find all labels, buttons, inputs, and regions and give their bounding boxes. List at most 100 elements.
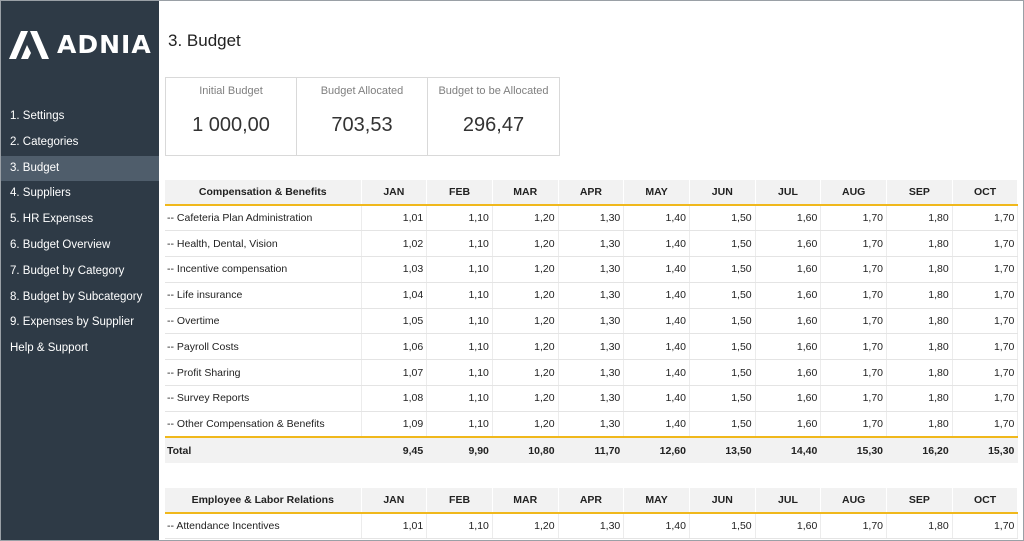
budget-cell[interactable]: 1,70	[820, 359, 887, 387]
budget-cell[interactable]: 1,40	[623, 411, 690, 438]
budget-cell[interactable]: 1,30	[558, 205, 625, 232]
sidebar-item-4[interactable]: 5. HR Expenses	[10, 213, 94, 226]
budget-cell[interactable]: 1,70	[820, 385, 887, 412]
budget-cell[interactable]: 1,20	[492, 256, 559, 283]
budget-cell[interactable]: 1,06	[361, 333, 428, 361]
budget-cell[interactable]: 1,70	[952, 308, 1019, 335]
budget-cell[interactable]: 1,10	[426, 230, 493, 258]
budget-cell[interactable]: 1,30	[558, 513, 625, 540]
budget-cell[interactable]: 1,60	[755, 359, 822, 387]
budget-cell[interactable]: 1,50	[689, 230, 756, 258]
budget-cell[interactable]: 1,03	[361, 256, 428, 283]
sidebar-item-5[interactable]: 6. Budget Overview	[10, 238, 111, 251]
budget-cell[interactable]: 1,40	[623, 359, 690, 387]
budget-cell[interactable]: 1,10	[426, 385, 493, 412]
budget-cell[interactable]: 1,09	[361, 411, 428, 438]
budget-cell[interactable]: 1,40	[623, 256, 690, 283]
budget-cell[interactable]: 1,10	[426, 359, 493, 387]
budget-cell[interactable]: 1,20	[492, 333, 559, 361]
sidebar-item-1[interactable]: 2. Categories	[10, 135, 79, 148]
budget-cell[interactable]: 1,70	[952, 359, 1019, 387]
sidebar-item-2[interactable]: 3. Budget	[1, 155, 159, 182]
budget-cell[interactable]: 1,30	[558, 359, 625, 387]
budget-cell[interactable]: 1,05	[361, 308, 428, 335]
budget-cell[interactable]: 1,70	[952, 256, 1019, 283]
budget-cell[interactable]: 1,70	[820, 230, 887, 258]
budget-cell[interactable]: 1,30	[558, 256, 625, 283]
budget-cell[interactable]: 1,80	[886, 256, 953, 283]
budget-cell[interactable]: 1,60	[755, 256, 822, 283]
budget-cell[interactable]: 1,04	[361, 282, 428, 309]
budget-cell[interactable]: 1,40	[623, 385, 690, 412]
budget-cell[interactable]: 1,60	[755, 385, 822, 412]
budget-cell[interactable]: 1,10	[426, 282, 493, 309]
budget-cell[interactable]: 1,60	[755, 282, 822, 309]
budget-cell[interactable]: 1,40	[623, 205, 690, 232]
budget-cell[interactable]: 1,30	[558, 385, 625, 412]
budget-cell[interactable]: 1,50	[689, 385, 756, 412]
budget-cell[interactable]: 1,70	[952, 333, 1019, 361]
budget-cell[interactable]: 1,30	[558, 282, 625, 309]
budget-cell[interactable]: 1,01	[361, 205, 428, 232]
budget-cell[interactable]: 1,20	[492, 230, 559, 258]
budget-cell[interactable]: 1,80	[886, 513, 953, 540]
sidebar-item-7[interactable]: 8. Budget by Subcategory	[10, 290, 143, 303]
budget-cell[interactable]: 1,20	[492, 359, 559, 387]
budget-cell[interactable]: 1,70	[820, 205, 887, 232]
budget-cell[interactable]: 1,70	[820, 256, 887, 283]
budget-cell[interactable]: 1,20	[492, 308, 559, 335]
sidebar-item-3[interactable]: 4. Suppliers	[10, 187, 71, 200]
budget-cell[interactable]: 1,40	[623, 230, 690, 258]
budget-cell[interactable]: 1,70	[820, 411, 887, 438]
sidebar-item-0[interactable]: 1. Settings	[10, 110, 65, 122]
budget-cell[interactable]: 1,10	[426, 333, 493, 361]
budget-cell[interactable]: 1,30	[558, 333, 625, 361]
budget-cell[interactable]: 1,60	[755, 230, 822, 258]
budget-cell[interactable]: 1,80	[886, 385, 953, 412]
budget-cell[interactable]: 1,20	[492, 205, 559, 232]
budget-cell[interactable]: 1,08	[361, 385, 428, 412]
budget-cell[interactable]: 1,50	[689, 411, 756, 438]
budget-cell[interactable]: 1,70	[952, 411, 1019, 438]
budget-cell[interactable]: 1,70	[952, 385, 1019, 412]
budget-cell[interactable]: 1,60	[755, 411, 822, 438]
budget-cell[interactable]: 1,70	[820, 308, 887, 335]
budget-cell[interactable]: 1,10	[426, 411, 493, 438]
budget-cell[interactable]: 1,50	[689, 359, 756, 387]
budget-cell[interactable]: 1,01	[361, 513, 428, 540]
budget-cell[interactable]: 1,30	[558, 411, 625, 438]
budget-cell[interactable]: 1,50	[689, 282, 756, 309]
budget-cell[interactable]: 1,40	[623, 333, 690, 361]
budget-cell[interactable]: 1,20	[492, 385, 559, 412]
budget-cell[interactable]: 1,20	[492, 513, 559, 540]
budget-cell[interactable]: 1,50	[689, 308, 756, 335]
budget-cell[interactable]: 1,70	[820, 333, 887, 361]
sidebar-item-9[interactable]: Help & Support	[10, 342, 88, 355]
budget-cell[interactable]: 1,70	[952, 205, 1019, 232]
budget-cell[interactable]: 1,80	[886, 359, 953, 387]
budget-cell[interactable]: 1,40	[623, 513, 690, 540]
budget-cell[interactable]: 1,80	[886, 205, 953, 232]
budget-cell[interactable]: 1,80	[886, 308, 953, 335]
budget-cell[interactable]: 1,80	[886, 230, 953, 258]
budget-cell[interactable]: 1,60	[755, 333, 822, 361]
budget-cell[interactable]: 1,02	[361, 230, 428, 258]
budget-cell[interactable]: 1,60	[755, 205, 822, 232]
budget-cell[interactable]: 1,10	[426, 308, 493, 335]
budget-cell[interactable]: 1,40	[623, 308, 690, 335]
budget-cell[interactable]: 1,80	[886, 333, 953, 361]
budget-cell[interactable]: 1,70	[820, 513, 887, 540]
budget-cell[interactable]: 1,80	[886, 411, 953, 438]
budget-cell[interactable]: 1,70	[952, 513, 1019, 540]
budget-cell[interactable]: 1,10	[426, 205, 493, 232]
budget-cell[interactable]: 1,80	[886, 282, 953, 309]
budget-cell[interactable]: 1,07	[361, 359, 428, 387]
budget-cell[interactable]: 1,10	[426, 256, 493, 283]
sidebar-item-8[interactable]: 9. Expenses by Supplier	[10, 316, 135, 329]
budget-cell[interactable]: 1,70	[952, 230, 1019, 258]
budget-cell[interactable]: 1,50	[689, 513, 756, 540]
sidebar-item-6[interactable]: 7. Budget by Category	[10, 264, 125, 277]
budget-cell[interactable]: 1,30	[558, 308, 625, 335]
budget-cell[interactable]: 1,20	[492, 411, 559, 438]
budget-cell[interactable]: 1,60	[755, 513, 822, 540]
